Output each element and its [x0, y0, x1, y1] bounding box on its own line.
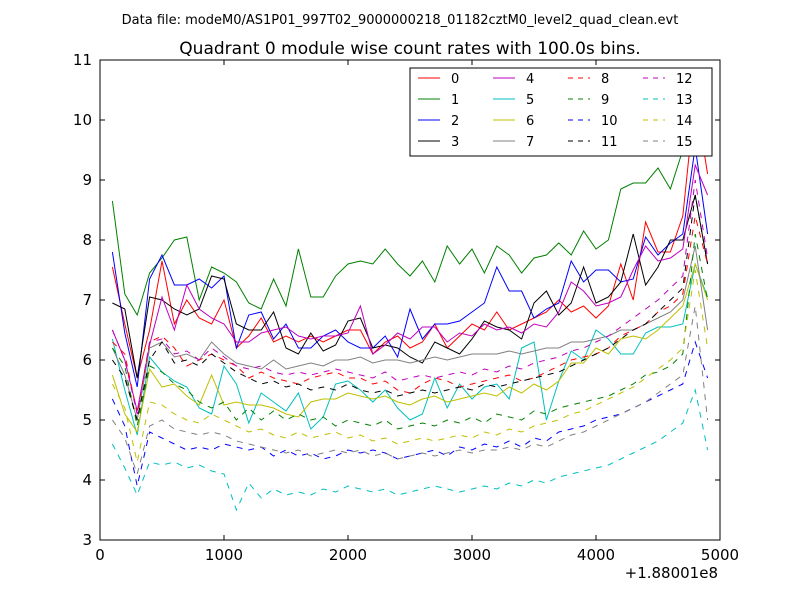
series-line-4 [111, 163, 709, 412]
legend-label-11: 11 [601, 135, 618, 150]
x-tick-label: 1000 [205, 546, 243, 564]
series-line-10 [111, 340, 709, 487]
chart-title: Quadrant 0 module wise count rates with … [179, 39, 640, 59]
legend-label-0: 0 [451, 72, 459, 87]
series-line-6 [111, 262, 709, 434]
series-line-5 [111, 262, 709, 436]
series-line-14 [111, 269, 709, 463]
legend-label-4: 4 [526, 72, 534, 87]
legend-label-7: 7 [526, 135, 534, 150]
legend-box [409, 67, 713, 157]
x-tick-label: 4000 [577, 546, 615, 564]
series-line-12 [111, 179, 709, 415]
legend-label-2: 2 [451, 114, 459, 129]
x-offset-label: +1.88001e8 [625, 564, 718, 582]
series-line-0 [111, 95, 709, 379]
series-layer [111, 83, 709, 512]
y-tick-label: 8 [82, 231, 92, 249]
series-line-2 [111, 146, 709, 388]
series-line-8 [112, 215, 709, 415]
legend-label-15: 15 [676, 135, 693, 150]
y-tick-label: 7 [82, 291, 92, 309]
y-tick-label: 11 [73, 51, 92, 69]
legend-label-13: 13 [676, 93, 693, 108]
y-tick-label: 10 [73, 111, 92, 129]
x-tick-label: 2000 [329, 546, 367, 564]
legend-label-10: 10 [601, 114, 618, 129]
y-tick-label: 9 [82, 171, 92, 189]
series-line-3 [112, 194, 709, 379]
series-line-11 [111, 194, 709, 421]
legend-label-9: 9 [601, 93, 609, 108]
series-line-9 [111, 233, 709, 430]
legend-label-5: 5 [526, 93, 534, 108]
series-line-1 [111, 83, 709, 317]
y-tick-label: 4 [82, 471, 92, 489]
series-line-15 [111, 305, 709, 476]
legend-label-8: 8 [601, 72, 609, 87]
legend-label-14: 14 [676, 114, 693, 129]
series-line-13 [111, 388, 709, 512]
suptitle: Data file: modeM0/AS1P01_997T02_90000002… [122, 13, 679, 28]
legend-label-3: 3 [451, 135, 459, 150]
y-tick-label: 6 [82, 351, 92, 369]
legend-label-6: 6 [526, 114, 534, 129]
x-tick-label: 3000 [453, 546, 491, 564]
legend-label-1: 1 [451, 93, 459, 108]
x-tick-label: 0 [95, 546, 105, 564]
y-tick-label: 3 [82, 531, 92, 549]
x-tick-label: 5000 [701, 546, 739, 564]
legend-label-12: 12 [676, 72, 693, 87]
y-tick-label: 5 [82, 411, 92, 429]
